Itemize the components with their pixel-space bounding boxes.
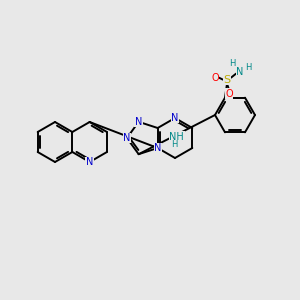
Text: H: H	[171, 140, 177, 149]
Text: NH: NH	[169, 132, 184, 142]
Text: N: N	[135, 117, 142, 127]
Text: O: O	[225, 89, 233, 99]
Text: O: O	[211, 73, 219, 83]
Text: N: N	[123, 133, 130, 143]
Text: N: N	[171, 113, 179, 123]
Text: S: S	[224, 75, 231, 85]
Text: N: N	[154, 143, 161, 153]
Text: N: N	[86, 157, 93, 167]
Text: H: H	[229, 59, 235, 68]
Text: N: N	[236, 67, 244, 77]
Text: H: H	[245, 63, 251, 72]
